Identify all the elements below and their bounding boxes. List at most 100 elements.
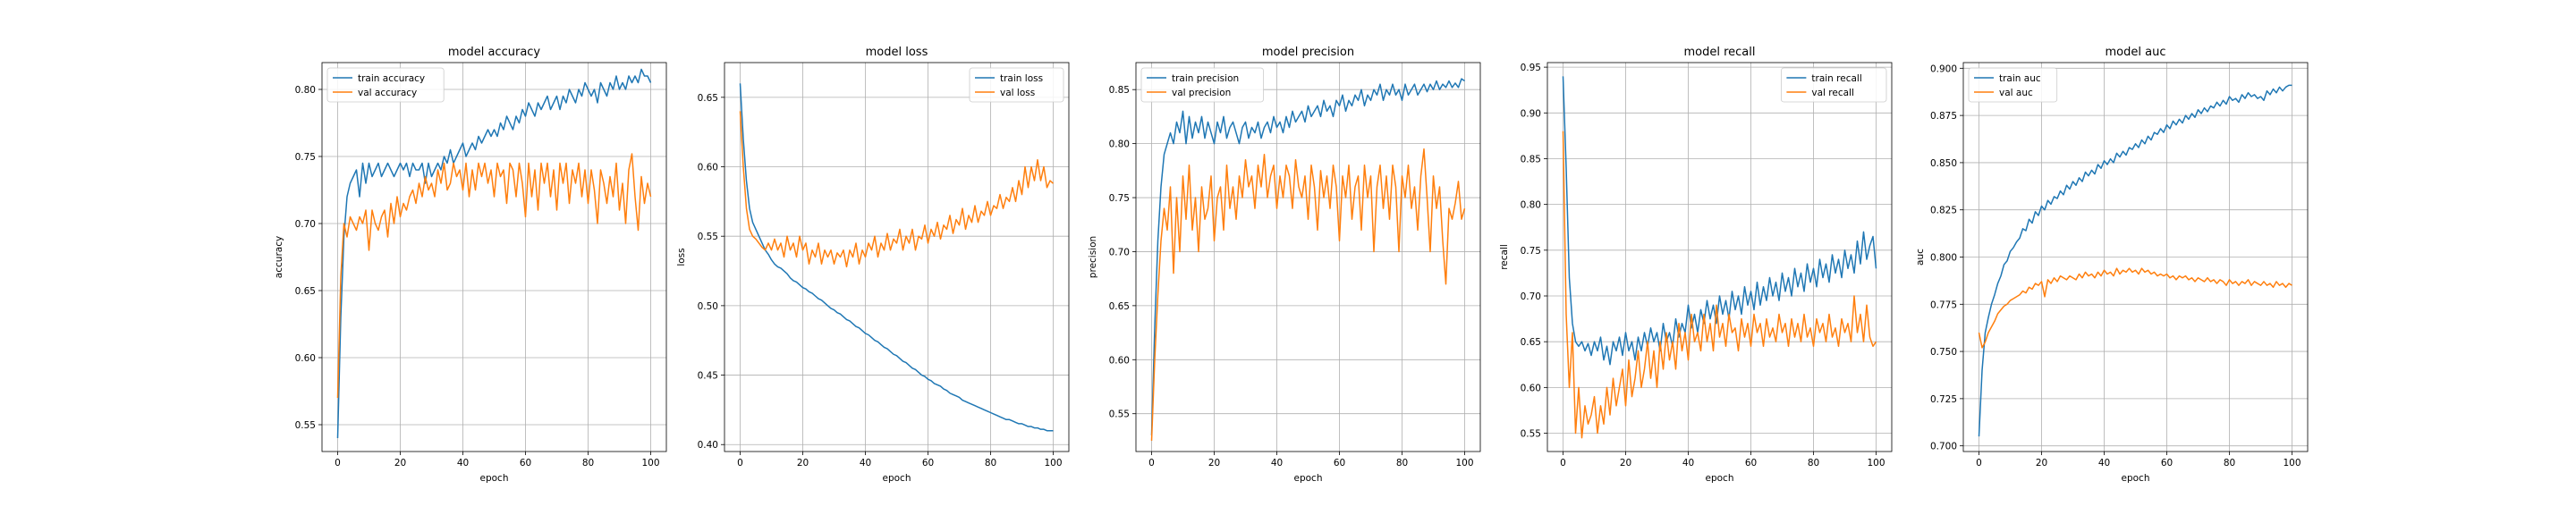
plot-frame (321, 62, 667, 452)
x-tick-label: 100 (641, 458, 659, 469)
x-tick-label: 20 (2036, 458, 2047, 469)
y-tick-label: 0.65 (698, 93, 718, 104)
x-tick-label: 20 (394, 458, 406, 469)
x-tick-label: 20 (797, 458, 809, 469)
y-tick-label: 0.75 (295, 152, 316, 163)
y-tick-label: 0.80 (1521, 200, 1541, 211)
chart-title: model accuracy (448, 46, 541, 59)
y-tick-label: 0.85 (1109, 85, 1130, 96)
plot-frame (724, 62, 1070, 452)
plot-frame (1962, 62, 2309, 452)
x-tick-label: 100 (1044, 458, 1062, 469)
x-axis-label: epoch (480, 473, 509, 484)
legend-label: train auc (1999, 73, 2041, 84)
chart-panel-auc: 0 20 40 60 80 100 0.700 0.725 0.750 0.775 0.800 0.8… (1915, 46, 2309, 484)
x-tick-label: 40 (457, 458, 469, 469)
y-tick-label: 0.45 (698, 371, 718, 382)
series-line-val-auc (1978, 267, 2292, 349)
y-tick-label: 0.70 (1109, 247, 1130, 258)
x-tick-label: 0 (1976, 458, 1982, 469)
y-tick-label: 0.65 (295, 286, 316, 297)
y-tick-label: 0.60 (295, 353, 316, 364)
legend: train recall val recall (1781, 67, 1887, 103)
y-tick-label: 0.80 (1109, 139, 1130, 150)
legend: train accuracy val accuracy (326, 67, 445, 103)
y-tick-label: 0.40 (698, 440, 718, 451)
series-line-val-loss (739, 111, 1054, 268)
legend-label: train accuracy (358, 73, 425, 84)
y-tick-label: 0.775 (1930, 300, 1957, 310)
legend-label: val auc (1999, 88, 2033, 98)
x-tick-label: 0 (1560, 458, 1566, 469)
x-tick-label: 60 (922, 458, 934, 469)
y-tick-label: 0.70 (295, 219, 316, 230)
y-tick-label: 0.55 (1109, 409, 1130, 420)
series-line-val-precision (1150, 148, 1466, 441)
y-axis-label: recall (1499, 244, 1510, 270)
y-axis-label: loss (676, 248, 687, 266)
x-tick-label: 80 (2224, 458, 2235, 469)
y-tick-label: 0.750 (1930, 347, 1957, 358)
x-axis-label: epoch (2122, 473, 2150, 484)
y-tick-label: 0.55 (295, 420, 316, 431)
series-line-val-recall (1562, 131, 1877, 439)
y-tick-label: 0.825 (1930, 206, 1957, 216)
x-axis-label: epoch (1294, 473, 1323, 484)
y-tick-label: 0.55 (698, 232, 718, 242)
y-tick-label: 0.75 (1109, 193, 1130, 204)
x-axis-label: epoch (883, 473, 911, 484)
y-tick-label: 0.725 (1930, 394, 1957, 405)
x-tick-label: 0 (335, 458, 341, 469)
y-tick-label: 0.65 (1109, 301, 1130, 312)
plot-frame (1135, 62, 1481, 452)
series-line-train-loss (739, 83, 1054, 432)
legend-label: train precision (1172, 73, 1239, 84)
chart-panel-precision: 0 20 40 60 80 100 0.55 0.60 0.65 0.70 0.75 0.80 0.85… (1088, 46, 1481, 484)
chart-title: model precision (1262, 46, 1354, 59)
legend-label: val recall (1811, 88, 1853, 98)
x-tick-label: 80 (985, 458, 996, 469)
x-tick-label: 20 (1208, 458, 1220, 469)
x-tick-label: 20 (1620, 458, 1631, 469)
chart-title: model loss (866, 46, 928, 59)
x-tick-label: 100 (1455, 458, 1473, 469)
x-tick-label: 40 (2098, 458, 2110, 469)
series-line-train-auc (1978, 84, 2292, 437)
chart-panel-loss: 0 20 40 60 80 100 0.40 0.45 0.50 0.55 0.60 0.65 mode… (676, 46, 1070, 484)
y-axis-label: auc (1915, 249, 1926, 266)
x-tick-label: 80 (1396, 458, 1408, 469)
x-tick-label: 0 (737, 458, 743, 469)
y-tick-label: 0.60 (698, 163, 718, 173)
chart-title: model recall (1683, 46, 1755, 59)
x-tick-label: 100 (2283, 458, 2301, 469)
series-line-val-accuracy (336, 153, 652, 399)
legend-label: train recall (1811, 73, 1861, 84)
y-tick-label: 0.850 (1930, 158, 1957, 169)
legend: train loss val loss (969, 67, 1064, 103)
legend-box (326, 67, 445, 103)
y-tick-label: 0.90 (1521, 108, 1541, 119)
y-tick-label: 0.50 (698, 301, 718, 312)
x-tick-label: 60 (1334, 458, 1345, 469)
x-tick-label: 40 (1682, 458, 1694, 469)
x-tick-label: 0 (1148, 458, 1155, 469)
series-line-train-recall (1562, 76, 1877, 366)
y-tick-label: 0.65 (1521, 337, 1541, 348)
legend: train auc val auc (1968, 67, 2058, 103)
y-tick-label: 0.875 (1930, 111, 1957, 122)
y-tick-label: 0.75 (1521, 246, 1541, 257)
legend-box (1968, 67, 2058, 103)
legend-box (1781, 67, 1887, 103)
chart-title: model auc (2106, 46, 2166, 59)
y-axis-label: accuracy (274, 236, 284, 278)
x-tick-label: 40 (1271, 458, 1283, 469)
y-tick-label: 0.900 (1930, 63, 1957, 74)
x-tick-label: 40 (860, 458, 871, 469)
legend-label: train loss (1000, 73, 1043, 84)
legend-box (1140, 67, 1264, 103)
y-tick-label: 0.60 (1521, 383, 1541, 393)
chart-panel-accuracy: 0 20 40 60 80 100 0.55 0.60 0.65 0.70 0.75 0.80 mode… (274, 46, 667, 484)
legend-box (969, 67, 1064, 103)
x-tick-label: 60 (1745, 458, 1757, 469)
